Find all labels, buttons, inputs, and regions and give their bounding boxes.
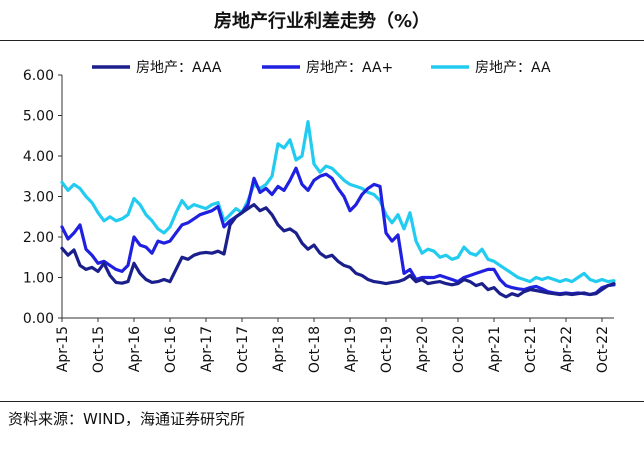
footer-rule (0, 401, 644, 402)
y-tick-label: 0.00 (23, 311, 54, 327)
chart-series-lines (60, 120, 616, 299)
source-note: 资料来源：WIND，海通证券研究所 (8, 410, 246, 428)
x-tick-label: Apr-21 (487, 326, 503, 372)
x-tick-label: Apr-19 (343, 326, 359, 372)
legend-label-aaa: 房地产：AAA (136, 60, 222, 76)
x-tick-label: Apr-16 (127, 326, 143, 372)
x-tick-label: Oct-15 (91, 326, 107, 373)
x-tick-label: Oct-17 (235, 326, 251, 373)
legend-label-aa-plus: 房地产：AA+ (306, 60, 393, 76)
x-tick-label: Apr-18 (271, 326, 287, 372)
x-tick-label: Oct-18 (307, 326, 323, 373)
header-rule (0, 40, 644, 41)
x-tick-label: Apr-15 (55, 326, 71, 372)
y-tick-label: 6.00 (23, 68, 54, 84)
y-tick-label: 3.00 (23, 190, 54, 206)
x-tick-label: Apr-20 (415, 326, 431, 372)
x-tick-label: Oct-20 (451, 326, 467, 373)
chart-axes: 0.00 1.00 2.00 3.00 4.00 5.00 6.00 Apr-15 Oct-15… (23, 68, 614, 373)
x-tick-label: Oct-16 (163, 326, 179, 373)
legend-label-aa: 房地产：AA (475, 60, 551, 76)
series-line-aaa (60, 203, 616, 299)
y-tick-label: 1.00 (23, 271, 54, 287)
x-tick-label: Apr-22 (559, 326, 575, 372)
series-line-aa (60, 120, 616, 284)
x-tick-label: Oct-22 (595, 326, 611, 373)
x-tick-label: Apr-17 (199, 326, 215, 372)
chart-legend: 房地产：AAA 房地产：AA+ 房地产：AA (92, 60, 551, 76)
y-tick-label: 4.00 (23, 149, 54, 165)
y-tick-label: 5.00 (23, 109, 54, 125)
x-tick-label: Oct-21 (523, 326, 539, 373)
y-tick-label: 2.00 (23, 230, 54, 246)
chart-header: 房地产行业利差走势（%） (0, 0, 644, 40)
x-tick-label: Oct-19 (379, 326, 395, 373)
series-line-aa-plus (60, 166, 616, 297)
chart-title: 房地产行业利差走势（%） (213, 11, 431, 32)
